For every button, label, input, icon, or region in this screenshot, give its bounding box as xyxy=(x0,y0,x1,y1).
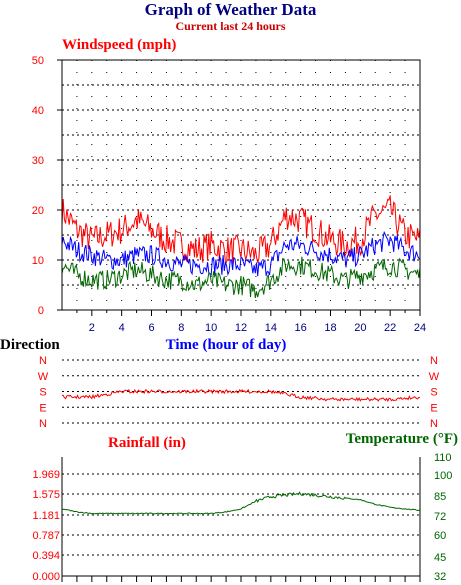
windspeed-x-tick-label: 20 xyxy=(354,322,366,334)
temperature-y-tick-label: 85 xyxy=(434,491,446,503)
temperature-y-ticks: 32 45 60 72 85 100 110 xyxy=(434,452,452,583)
windspeed-y-tick-label: 50 xyxy=(32,55,44,67)
direction-left-tick-label: W xyxy=(38,371,49,383)
windspeed-x-tick-label: 6 xyxy=(148,322,154,334)
temperature-y-tick-label: 60 xyxy=(434,530,446,542)
windspeed-y-tick-label: 40 xyxy=(32,105,44,117)
windspeed-y-ticks: 0 10 20 30 40 50 xyxy=(32,55,62,317)
direction-y-ticks: N NW WS SE EN N xyxy=(38,355,440,430)
windspeed-title: Windspeed (mph) xyxy=(62,37,176,53)
windspeed-gust-line xyxy=(61,195,421,266)
rainfall-x-ticks xyxy=(61,576,421,582)
rainfall-y-tick-label: 1.575 xyxy=(32,489,60,501)
temperature-title: Temperature (°F) xyxy=(346,431,458,447)
rainfall-y-tick-label: 1.969 xyxy=(32,469,60,481)
rainfall-temperature-chart: Rainfall (in) Temperature (°F) 0.000 0.39… xyxy=(32,431,458,583)
direction-series xyxy=(61,388,421,403)
windspeed-average-line xyxy=(61,230,421,277)
page-subtitle: Current last 24 hours xyxy=(175,19,286,33)
direction-line xyxy=(61,388,421,403)
windspeed-y-tick-label: 0 xyxy=(38,305,44,317)
direction-right-tick-label: E xyxy=(430,402,437,414)
windspeed-x-tick-label: 18 xyxy=(324,322,336,334)
windspeed-x-tick-label: 24 xyxy=(414,322,426,334)
page-title: Graph of Weather Data xyxy=(144,0,317,19)
rainfall-y-tick-label: 0.787 xyxy=(32,530,60,542)
temperature-y-tick-label: 72 xyxy=(434,511,446,523)
windspeed-frame xyxy=(61,59,421,311)
rainfall-y-tick-label: 0.000 xyxy=(32,571,60,583)
direction-left-tick-label: S xyxy=(39,387,46,399)
windspeed-x-ticks: 2 4 6 8 10 12 14 16 18 20 22 24 xyxy=(76,310,426,334)
rainfall-grid xyxy=(61,457,421,577)
temperature-line xyxy=(61,491,421,515)
direction-title: Direction xyxy=(0,337,60,353)
windspeed-x-tick-label: 2 xyxy=(89,322,95,334)
direction-right-tick-label: W xyxy=(429,371,440,383)
temperature-y-tick-label: 45 xyxy=(434,552,446,564)
windspeed-x-label: Time (hour of day) xyxy=(166,337,287,353)
direction-chart: Direction N NW WS SE EN N xyxy=(0,337,440,430)
windspeed-x-tick-label: 12 xyxy=(235,322,247,334)
direction-left-tick-label: N xyxy=(39,418,47,430)
rainfall-y-tick-label: 0.394 xyxy=(32,550,60,562)
windspeed-x-tick-label: 4 xyxy=(119,322,125,334)
rainfall-title: Rainfall (in) xyxy=(108,435,186,451)
direction-left-tick-label: E xyxy=(39,402,46,414)
direction-right-tick-label: S xyxy=(430,387,437,399)
rainfall-y-ticks: 0.000 0.394 0.787 1.181 1.575 1.969 xyxy=(32,469,60,583)
windspeed-y-tick-label: 20 xyxy=(32,205,44,217)
direction-left-tick-label: N xyxy=(39,355,47,367)
windspeed-minimum-line xyxy=(61,256,421,299)
direction-right-tick-label: N xyxy=(430,355,438,367)
temperature-series xyxy=(61,491,421,515)
temperature-y-tick-label: 32 xyxy=(434,571,446,583)
rainfall-y-tick-label: 1.181 xyxy=(32,510,60,522)
windspeed-y-tick-label: 10 xyxy=(32,255,44,267)
windspeed-lines xyxy=(61,195,421,299)
windspeed-x-tick-label: 14 xyxy=(265,322,277,334)
windspeed-y-tick-label: 30 xyxy=(32,155,44,167)
windspeed-grid xyxy=(62,60,420,310)
direction-right-tick-label: N xyxy=(430,418,438,430)
windspeed-x-tick-label: 8 xyxy=(178,322,184,334)
windspeed-x-tick-label: 22 xyxy=(384,322,396,334)
temperature-y-tick-label: 100 xyxy=(434,470,452,482)
temperature-y-tick-label: 110 xyxy=(434,452,452,464)
windspeed-x-tick-label: 10 xyxy=(205,322,217,334)
windspeed-x-tick-label: 16 xyxy=(295,322,307,334)
